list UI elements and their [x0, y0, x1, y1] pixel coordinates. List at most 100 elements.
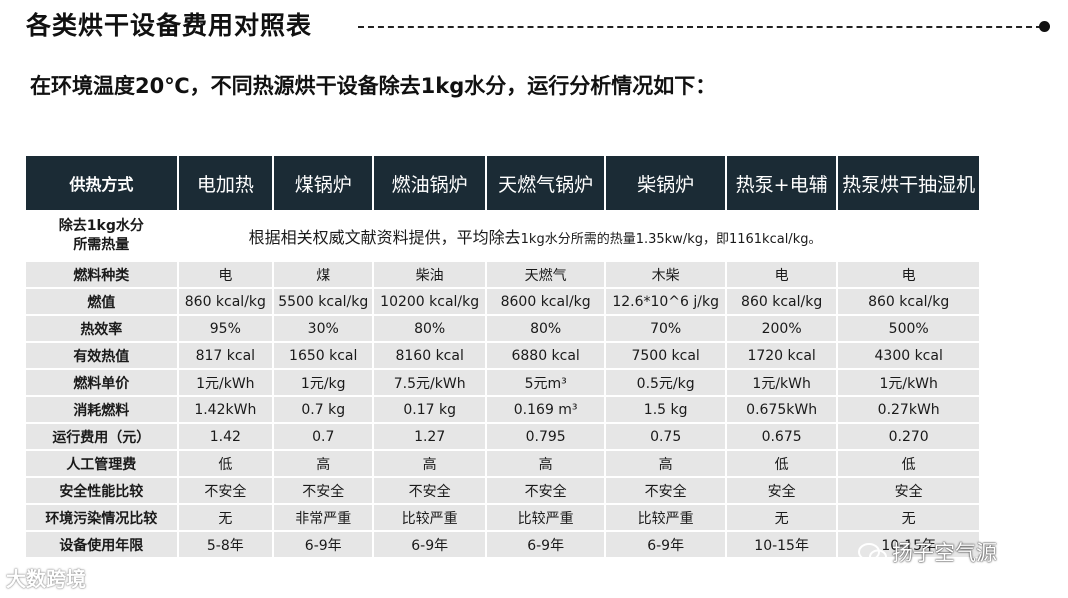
table-cell: 1元/kWh	[838, 370, 979, 395]
table-cell: 低	[178, 451, 273, 476]
table-cell: 0.675kWh	[726, 397, 837, 422]
table-row: 热效率 95% 30% 80% 80% 70% 200% 500%	[26, 316, 979, 341]
table-row: 设备使用年限 5-8年 6-9年 6-9年 6-9年 6-9年 10-15年 10-15年	[26, 532, 979, 557]
table-cell: 6-9年	[374, 532, 485, 557]
table-cell: 10-15年	[726, 532, 837, 557]
table-cell: 6880 kcal	[486, 343, 605, 368]
table-cell: 30%	[274, 316, 373, 341]
table-cell: 0.5元/kg	[606, 370, 725, 395]
table-cell: 木柴	[606, 262, 725, 287]
table-cell: 8160 kcal	[374, 343, 485, 368]
table-row: 消耗燃料 1.42kWh 0.7 kg 0.17 kg 0.169 m³ 1.5 kg 0.…	[26, 397, 979, 422]
table-cell: 1650 kcal	[274, 343, 373, 368]
table-cell: 无	[838, 505, 979, 530]
table-cell: 柴油	[374, 262, 485, 287]
table-cell: 0.795	[486, 424, 605, 449]
table-row: 有效热值 817 kcal 1650 kcal 8160 kcal 6880 kcal 7…	[26, 343, 979, 368]
table-cell: 不安全	[606, 478, 725, 503]
table-cell: 煤	[274, 262, 373, 287]
table-cell: 天燃气	[486, 262, 605, 287]
table-cell: 8600 kcal/kg	[486, 289, 605, 314]
table-cell: 无	[726, 505, 837, 530]
table-cell: 6-9年	[606, 532, 725, 557]
table-cell: 70%	[606, 316, 725, 341]
table-row: 运行费用（元） 1.42 0.7 1.27 0.795 0.75 0.675 0.270	[26, 424, 979, 449]
row-label: 设备使用年限	[26, 532, 177, 557]
table-cell: 860 kcal/kg	[726, 289, 837, 314]
table-cell: 1.42	[178, 424, 273, 449]
table-cell: 比较严重	[486, 505, 605, 530]
table-cell: 0.675	[726, 424, 837, 449]
table-row: 人工管理费低高高高高低低	[26, 451, 979, 476]
row-label: 人工管理费	[26, 451, 177, 476]
table-cell: 5-8年	[178, 532, 273, 557]
table-cell: 安全	[838, 478, 979, 503]
table-cell: 500%	[838, 316, 979, 341]
watermark-right: 扬子空气源	[858, 537, 997, 567]
row-label: 有效热值	[26, 343, 177, 368]
table-cell: 10-15年	[838, 532, 979, 557]
page-title: 各类烘干设备费用对照表	[26, 11, 313, 40]
header-cell: 热泵+电辅	[726, 156, 837, 210]
table-cell: 4300 kcal	[838, 343, 979, 368]
table-cell: 860 kcal/kg	[838, 289, 979, 314]
row-label: 安全性能比较	[26, 478, 177, 503]
table-cell: 6-9年	[274, 532, 373, 557]
table-cell: 0.75	[606, 424, 725, 449]
table-cell: 高	[374, 451, 485, 476]
header-cell: 电加热	[178, 156, 273, 210]
table-cell: 7.5元/kWh	[374, 370, 485, 395]
table-cell: 6-9年	[486, 532, 605, 557]
row-label: 燃料种类	[26, 262, 177, 287]
row-label: 热效率	[26, 316, 177, 341]
title-dashed-rule	[358, 26, 1042, 28]
table-cell: 1元/kWh	[726, 370, 837, 395]
row-label-line: 除去1kg水分	[58, 218, 144, 234]
table-cell: 比较严重	[374, 505, 485, 530]
table-cell: 0.27kWh	[838, 397, 979, 422]
table-cell: 非常严重	[274, 505, 373, 530]
table-header-row: 供热方式 电加热 煤锅炉 燃油锅炉 天燃气锅炉 柴锅炉 热泵+电辅 热泵烘干抽湿…	[26, 156, 979, 210]
table-cell: 95%	[178, 316, 273, 341]
note-main-text: 根据相关权威文献资料提供，平均除去	[248, 228, 521, 247]
table-cell: 80%	[374, 316, 485, 341]
table-cell: 1.42kWh	[178, 397, 273, 422]
heat-requirement-note: 根据相关权威文献资料提供，平均除去1kg水分所需的热量1.35kw/kg，即11…	[178, 212, 979, 260]
row-label: 环境污染情况比较	[26, 505, 177, 530]
table-cell: 80%	[486, 316, 605, 341]
table-row: 燃料单价 1元/kWh 1元/kg 7.5元/kWh 5元m³ 0.5元/kg 1元/kWh…	[26, 370, 979, 395]
row-label: 除去1kg水分 所需热量	[26, 212, 177, 260]
table-cell: 1元/kg	[274, 370, 373, 395]
table-row: 安全性能比较 不安全 不安全 不安全 不安全 不安全 安全 安全	[26, 478, 979, 503]
row-label: 燃值	[26, 289, 177, 314]
title-rule-dot	[1039, 21, 1050, 32]
table-cell: 860 kcal/kg	[178, 289, 273, 314]
table-cell: 0.17 kg	[374, 397, 485, 422]
header-cell: 热泵烘干抽湿机	[838, 156, 979, 210]
note-small-text: 1kg水分所需的热量1.35kw/kg，即1161kcal/kg。	[520, 232, 822, 247]
cost-comparison-table: 供热方式 电加热 煤锅炉 燃油锅炉 天燃气锅炉 柴锅炉 热泵+电辅 热泵烘干抽湿…	[24, 154, 981, 559]
table-cell: 比较严重	[606, 505, 725, 530]
table-cell: 安全	[726, 478, 837, 503]
table-cell: 0.7 kg	[274, 397, 373, 422]
table-row: 燃值 860 kcal/kg 5500 kcal/kg 10200 kcal/kg 86…	[26, 289, 979, 314]
table-cell: 200%	[726, 316, 837, 341]
wechat-icon	[858, 543, 887, 565]
table-cell: 电	[838, 262, 979, 287]
heat-requirement-row: 除去1kg水分 所需热量 根据相关权威文献资料提供，平均除去1kg水分所需的热量…	[26, 212, 979, 260]
table-cell: 低	[838, 451, 979, 476]
table-cell: 高	[606, 451, 725, 476]
table-cell: 817 kcal	[178, 343, 273, 368]
table-cell: 电	[726, 262, 837, 287]
table-cell: 低	[726, 451, 837, 476]
table-cell: 0.7	[274, 424, 373, 449]
table-cell: 1720 kcal	[726, 343, 837, 368]
table-cell: 5元m³	[486, 370, 605, 395]
table-cell: 5500 kcal/kg	[274, 289, 373, 314]
header-cell-heating-method: 供热方式	[26, 156, 177, 210]
table-cell: 高	[486, 451, 605, 476]
row-label: 消耗燃料	[26, 397, 177, 422]
table-cell: 7500 kcal	[606, 343, 725, 368]
table-row: 环境污染情况比较无非常严重 比较严重 比较严重 比较严重无无	[26, 505, 979, 530]
table-cell: 电	[178, 262, 273, 287]
